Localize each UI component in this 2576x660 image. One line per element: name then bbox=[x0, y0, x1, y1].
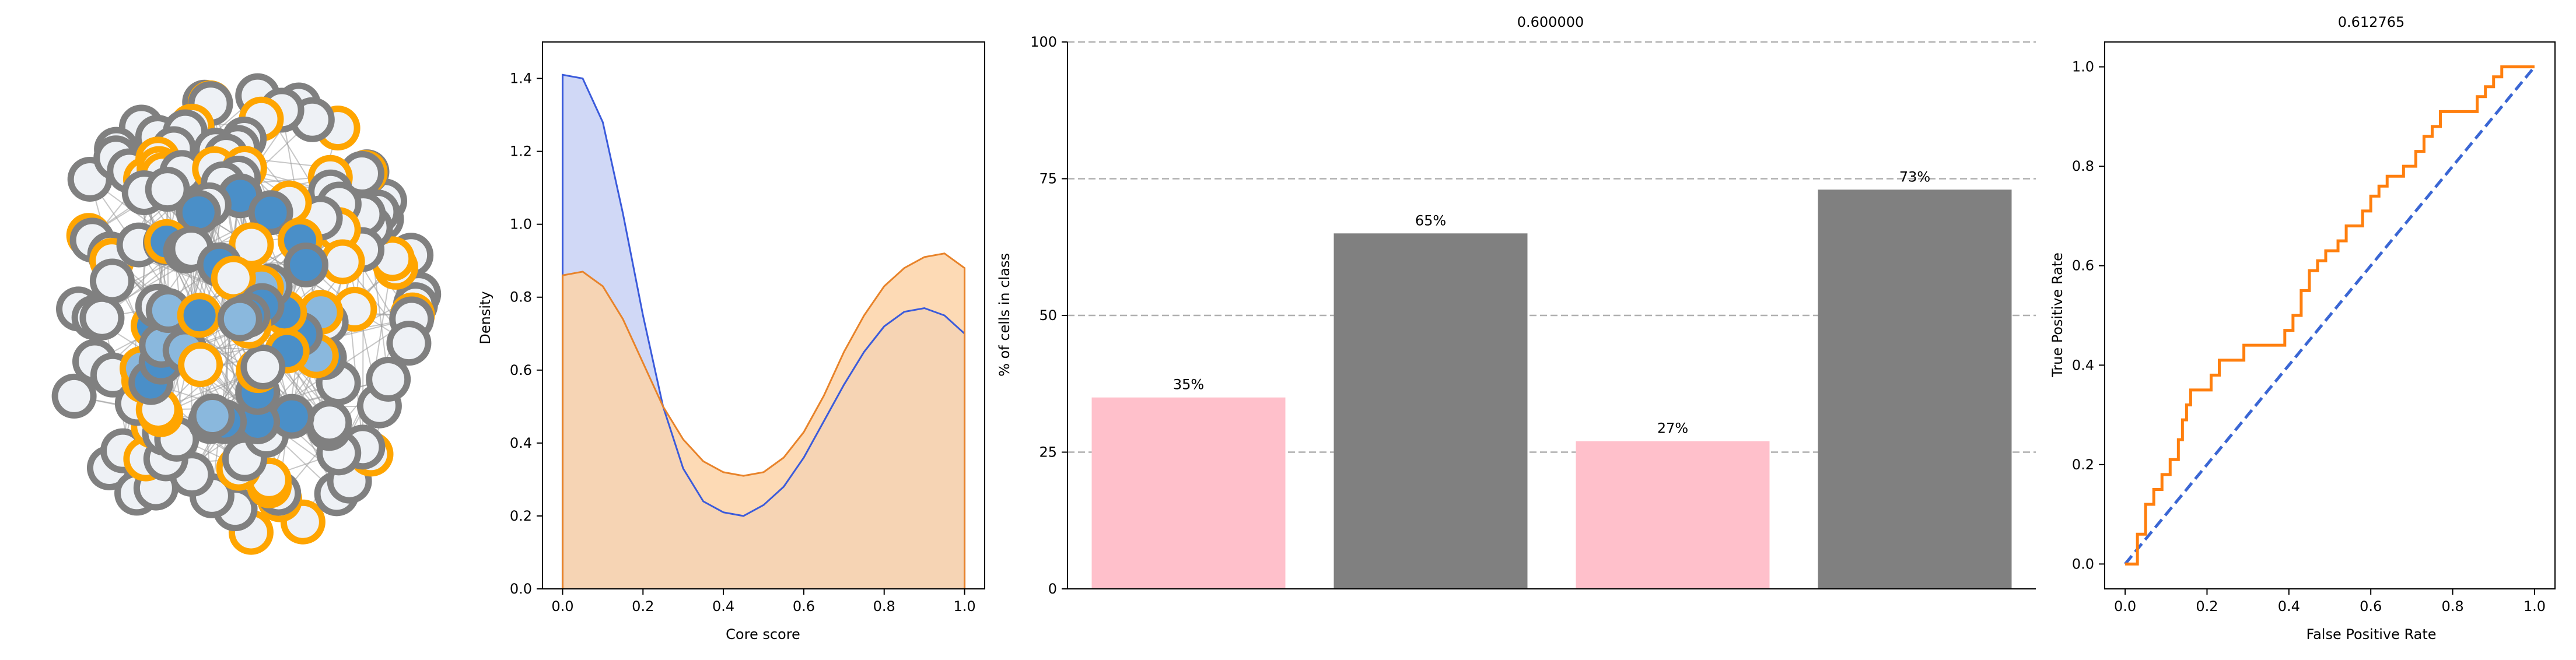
roc-frame bbox=[2104, 41, 2556, 589]
network-node bbox=[176, 189, 221, 235]
network-node bbox=[248, 190, 293, 236]
bar-value-label: 27% bbox=[1657, 420, 1688, 437]
density-area bbox=[562, 253, 965, 589]
bar bbox=[1334, 233, 1528, 589]
roc-xtick-label: 0.8 bbox=[2441, 598, 2463, 615]
bar-ylabel: % of cells in class bbox=[996, 253, 1013, 377]
roc-ytick-label: 0.6 bbox=[2072, 258, 2094, 274]
kde-xtick-label: 1.0 bbox=[953, 598, 975, 615]
kde-ytick-label: 1.2 bbox=[510, 143, 532, 160]
density-plot: Core score Density 0.0 0.2 0.4 0.6 0.8 1.0 0.0… bbox=[477, 41, 985, 643]
kde-ytick-label: 1.4 bbox=[510, 71, 532, 87]
roc-ytick-label: 0.8 bbox=[2072, 158, 2094, 174]
network-graph bbox=[51, 73, 442, 555]
bar-ytick-label: 50 bbox=[1039, 307, 1057, 324]
network-node bbox=[366, 356, 411, 402]
kde-ytick-label: 0.0 bbox=[510, 581, 532, 597]
kde-xtick-label: 0.2 bbox=[632, 598, 654, 615]
bar bbox=[1091, 397, 1286, 589]
roc-ytick-label: 0.2 bbox=[2072, 457, 2094, 473]
network-node bbox=[386, 321, 432, 366]
network-node bbox=[240, 344, 286, 389]
roc-xtick-label: 0.6 bbox=[2360, 598, 2382, 615]
bar-ytick-label: 75 bbox=[1039, 171, 1057, 187]
kde-xtick-label: 0.6 bbox=[793, 598, 815, 615]
kde-ytick-label: 0.8 bbox=[510, 289, 532, 306]
roc-ytick-label: 0.0 bbox=[2072, 556, 2094, 572]
network-node bbox=[178, 342, 223, 388]
roc-title: 0.612765 bbox=[2338, 14, 2405, 30]
roc-xtick-label: 0.2 bbox=[2196, 598, 2218, 615]
network-node bbox=[211, 255, 256, 301]
network-node bbox=[89, 258, 135, 304]
bar-value-label: 65% bbox=[1415, 212, 1446, 229]
kde-ytick-label: 0.6 bbox=[510, 362, 532, 378]
kde-ytick-label: 1.0 bbox=[510, 216, 532, 233]
bar-ytick-label: 100 bbox=[1030, 34, 1057, 50]
kde-xtick-label: 0.8 bbox=[873, 598, 895, 615]
roc-diagonal bbox=[2124, 66, 2536, 565]
kde-xtick-label: 0.4 bbox=[712, 598, 734, 615]
kde-ylabel: Density bbox=[477, 291, 494, 344]
bar-title: 0.600000 bbox=[1517, 14, 1584, 30]
network-node bbox=[79, 295, 125, 340]
network-node bbox=[229, 222, 274, 268]
bar-ytick-label: 25 bbox=[1039, 444, 1057, 461]
network-node bbox=[145, 167, 190, 212]
network-node bbox=[51, 373, 97, 419]
network-node bbox=[177, 293, 222, 338]
network-node bbox=[190, 394, 235, 439]
roc-xtick-label: 0.0 bbox=[2114, 598, 2136, 615]
kde-ytick-label: 0.2 bbox=[510, 508, 532, 524]
kde-frame bbox=[542, 41, 985, 589]
roc-xlabel: False Positive Rate bbox=[2306, 626, 2436, 643]
density-line bbox=[561, 252, 966, 589]
network-node bbox=[217, 296, 262, 342]
roc-line bbox=[2125, 65, 2535, 566]
network-node bbox=[320, 239, 365, 285]
bar bbox=[1576, 441, 1770, 589]
roc-xtick-label: 0.4 bbox=[2278, 598, 2300, 615]
kde-ytick-label: 0.4 bbox=[510, 435, 532, 451]
bar-value-label: 35% bbox=[1173, 377, 1204, 393]
roc-ytick-label: 0.4 bbox=[2072, 357, 2094, 373]
roc-curve: 0.612765 False Positive Rate True Positi… bbox=[2049, 14, 2556, 643]
roc-ytick-label: 1.0 bbox=[2072, 59, 2094, 75]
bar-value-label: 73% bbox=[1899, 168, 1930, 185]
network-node bbox=[284, 242, 329, 287]
bar bbox=[1818, 189, 2012, 589]
network-node bbox=[307, 400, 352, 445]
roc-ylabel: True Positive Rate bbox=[2049, 252, 2066, 378]
density-line bbox=[561, 73, 966, 589]
kde-xlabel: Core score bbox=[726, 626, 800, 643]
roc-xtick-label: 1.0 bbox=[2524, 598, 2546, 615]
bar-chart: 0.600000 % of cells in class 35% 65% 27% 73… bbox=[996, 14, 2036, 597]
kde-xtick-label: 0.0 bbox=[551, 598, 573, 615]
bar-ytick-label: 0 bbox=[1048, 581, 1057, 597]
